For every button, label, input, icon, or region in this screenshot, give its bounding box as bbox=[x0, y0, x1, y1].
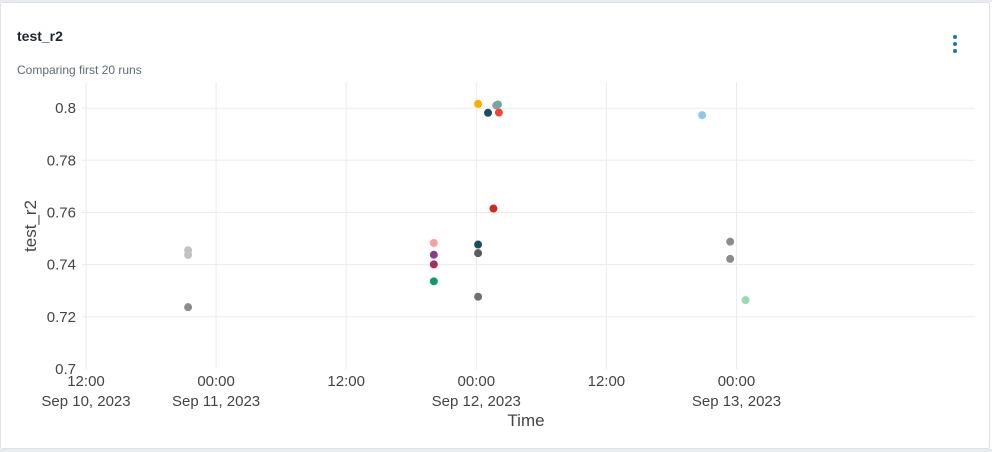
data-point[interactable] bbox=[698, 111, 707, 120]
x-tick-date-label: Sep 13, 2023 bbox=[692, 393, 781, 410]
data-point[interactable] bbox=[474, 292, 483, 301]
y-tick-label: 0.8 bbox=[55, 100, 76, 117]
y-axis-ticks: 0.7 0.72 0.74 0.76 0.78 0.8 bbox=[47, 100, 76, 378]
x-tick-label: 00:00 bbox=[718, 373, 756, 390]
y-tick-label: 0.72 bbox=[47, 309, 76, 326]
x-tick-label: 12:00 bbox=[588, 373, 626, 390]
data-point[interactable] bbox=[741, 296, 750, 305]
data-point[interactable] bbox=[184, 303, 193, 312]
x-tick-label: 00:00 bbox=[458, 373, 496, 390]
x-tick-label: 12:00 bbox=[67, 373, 105, 390]
data-point[interactable] bbox=[474, 240, 483, 249]
x-axis-ticks: 12:00 Sep 10, 2023 00:00 Sep 11, 2023 12:00 0… bbox=[41, 373, 781, 410]
grid bbox=[82, 82, 975, 369]
x-tick-label: 00:00 bbox=[197, 373, 235, 390]
data-point[interactable] bbox=[726, 237, 735, 246]
x-axis-label: Time bbox=[507, 411, 544, 430]
x-tick-label: 12:00 bbox=[327, 373, 365, 390]
chart-subtitle: Comparing first 20 runs bbox=[17, 63, 142, 77]
menu-dot bbox=[953, 35, 957, 39]
x-tick-date-label: Sep 10, 2023 bbox=[41, 393, 130, 410]
kebab-menu-icon[interactable] bbox=[944, 33, 966, 57]
data-point[interactable] bbox=[484, 108, 493, 117]
data-point[interactable] bbox=[429, 260, 438, 269]
data-point[interactable] bbox=[474, 249, 483, 258]
menu-dot bbox=[953, 42, 957, 46]
x-tick-date-label: Sep 12, 2023 bbox=[432, 393, 521, 410]
data-point[interactable] bbox=[184, 250, 193, 259]
y-tick-label: 0.78 bbox=[47, 152, 76, 169]
data-point[interactable] bbox=[429, 238, 438, 247]
data-point[interactable] bbox=[726, 254, 735, 263]
y-tick-label: 0.7 bbox=[55, 361, 76, 378]
y-tick-label: 0.74 bbox=[47, 257, 76, 274]
top-border bbox=[0, 0, 992, 2]
data-point[interactable] bbox=[493, 100, 502, 109]
y-tick-label: 0.76 bbox=[47, 204, 76, 221]
data-points[interactable] bbox=[184, 99, 750, 312]
x-tick-date-label: Sep 11, 2023 bbox=[172, 393, 260, 410]
data-point[interactable] bbox=[474, 99, 483, 108]
data-point[interactable] bbox=[489, 204, 498, 213]
bottom-border bbox=[0, 449, 992, 452]
data-point[interactable] bbox=[494, 108, 503, 117]
menu-dot bbox=[953, 49, 957, 53]
data-point[interactable] bbox=[429, 250, 438, 259]
y-axis-label: test_r2 bbox=[21, 200, 40, 252]
data-point[interactable] bbox=[429, 277, 438, 286]
chart-title: test_r2 bbox=[17, 28, 63, 44]
